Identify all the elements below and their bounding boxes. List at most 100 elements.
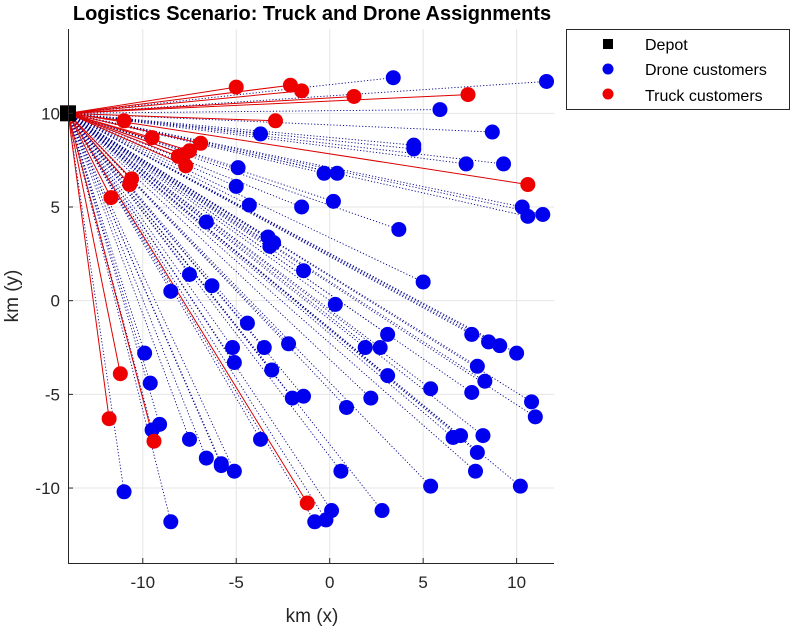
drone-route-line xyxy=(67,113,222,466)
truck-customer-point xyxy=(103,190,119,206)
drone-route-line xyxy=(67,112,366,348)
legend-truck-marker xyxy=(602,88,614,100)
drone-route-line xyxy=(67,112,543,215)
drone-route-line xyxy=(67,112,304,272)
assignment-lines xyxy=(67,77,547,523)
drone-customer-point xyxy=(253,126,269,142)
drone-route-line xyxy=(67,113,347,408)
drone-route-line xyxy=(67,112,274,243)
truck-route-line xyxy=(67,113,155,442)
drone-route-line xyxy=(67,113,332,511)
drone-customer-point xyxy=(524,394,540,410)
drone-route-line xyxy=(67,112,431,390)
y-tick-label: -5 xyxy=(45,385,60,404)
drone-route-line xyxy=(67,113,146,354)
truck-customer-point xyxy=(294,83,310,99)
axes xyxy=(68,29,554,564)
drone-customer-point xyxy=(253,431,269,447)
drone-route-line xyxy=(67,112,523,208)
truck-route-line xyxy=(67,113,121,374)
drone-route-line xyxy=(67,112,484,436)
truck-route-line xyxy=(67,84,291,114)
truck-customer-point xyxy=(144,130,160,146)
drone-customer-point xyxy=(329,165,345,181)
truck-route-line xyxy=(67,90,302,114)
drone-route-line xyxy=(67,113,151,384)
drone-customer-point xyxy=(539,73,555,89)
truck-customer-point xyxy=(282,77,298,93)
drone-route-line xyxy=(67,113,383,511)
drone-customer-point xyxy=(496,156,512,172)
drone-customer-point xyxy=(281,336,297,352)
drone-customer-point xyxy=(458,156,474,172)
truck-customer-point xyxy=(112,366,128,382)
drone-customer-point xyxy=(492,338,508,354)
drone-customer-point xyxy=(464,326,480,342)
drone-customer-point xyxy=(535,206,551,222)
drone-customer-point xyxy=(284,390,300,406)
drone-route-line xyxy=(67,113,289,345)
drone-route-line xyxy=(67,112,532,403)
drone-route-line xyxy=(67,109,440,114)
drone-customer-point xyxy=(256,340,272,356)
truck-customer-point xyxy=(228,79,244,95)
drone-customer-point xyxy=(137,345,153,361)
x-tick-label: 0 xyxy=(325,573,334,592)
drone-route-line xyxy=(67,113,172,292)
drone-customer-point xyxy=(339,399,355,415)
drone-route-line xyxy=(67,112,454,438)
drone-customer-point xyxy=(432,102,448,118)
y-tick-label: 5 xyxy=(51,198,60,217)
truck-customer-point xyxy=(520,177,536,193)
drone-customer-point xyxy=(357,340,373,356)
drone-route-line xyxy=(67,113,248,324)
x-tick-label: 10 xyxy=(507,573,526,592)
y-tick-label: 0 xyxy=(51,292,60,311)
truck-route-line xyxy=(67,112,131,185)
drone-customer-point xyxy=(198,450,214,466)
drone-customer-point xyxy=(380,326,396,342)
drone-customer-point xyxy=(142,375,158,391)
truck-customer-point xyxy=(116,113,132,129)
drone-customer-point xyxy=(316,165,332,181)
drone-customer-point xyxy=(327,296,343,312)
x-tick-label: 5 xyxy=(418,573,427,592)
drone-customer-point xyxy=(163,283,179,299)
drone-customer-point xyxy=(224,340,240,356)
drone-route-line xyxy=(67,77,394,114)
truck-route-line xyxy=(67,86,237,114)
drone-customer-point xyxy=(527,409,543,425)
drone-route-line xyxy=(67,112,336,305)
truck-customer-point xyxy=(299,495,315,511)
drone-customer-point xyxy=(512,478,528,494)
drone-customer-point xyxy=(509,345,525,361)
truck-route-line xyxy=(67,112,201,144)
y-tick-label: -10 xyxy=(35,479,60,498)
drone-customer-point xyxy=(226,463,242,479)
drone-customer-point xyxy=(391,221,407,237)
drone-route-line xyxy=(67,113,342,472)
drone-route-line xyxy=(67,112,486,382)
truck-route-line xyxy=(67,113,110,419)
drone-customer-point xyxy=(264,362,280,378)
drone-customer-point xyxy=(213,458,229,474)
chart-title: Logistics Scenario: Truck and Drone Assi… xyxy=(73,3,551,25)
drone-customer-point xyxy=(318,512,334,528)
drone-customer-point xyxy=(296,388,312,404)
customer-points xyxy=(60,70,555,530)
drone-customer-point xyxy=(198,214,214,230)
x-tick-label: -5 xyxy=(229,573,244,592)
drone-customer-point xyxy=(228,178,244,194)
drone-route-line xyxy=(67,113,327,521)
truck-route-line xyxy=(67,94,469,114)
truck-customer-point xyxy=(193,135,209,151)
drone-customer-point xyxy=(423,478,439,494)
truck-route-line xyxy=(67,95,355,114)
drone-customer-point xyxy=(469,444,485,460)
drone-customer-point xyxy=(469,358,485,374)
legend-depot-marker xyxy=(603,39,613,49)
drone-customer-point xyxy=(241,197,257,213)
drone-customer-point xyxy=(423,381,439,397)
